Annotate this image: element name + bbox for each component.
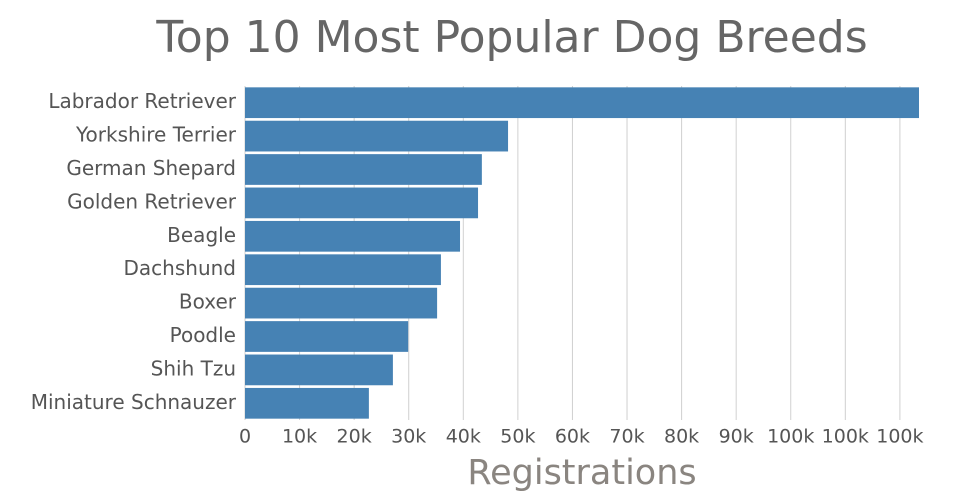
bar xyxy=(245,120,509,152)
x-tick-label: 100k xyxy=(822,426,869,448)
bar xyxy=(245,154,482,185)
y-tick-label: Yorkshire Terrier xyxy=(75,123,237,147)
bar xyxy=(245,87,919,119)
x-tick-label: 80k xyxy=(664,426,699,448)
bar xyxy=(245,187,479,219)
bar xyxy=(245,354,393,386)
y-tick-label: Beagle xyxy=(167,223,236,247)
y-tick-label: Poodle xyxy=(170,323,236,347)
y-tick-label: Boxer xyxy=(179,290,237,314)
bar xyxy=(245,220,461,252)
x-tick-label: 100k xyxy=(876,426,923,448)
y-tick-label: Golden Retriever xyxy=(67,189,237,213)
y-tick-label: Labrador Retriever xyxy=(48,89,236,113)
x-tick-label: 70k xyxy=(609,426,644,448)
x-tick-label: 20k xyxy=(337,426,372,448)
x-tick-label: 10k xyxy=(282,426,317,448)
x-tick-label: 0 xyxy=(239,426,251,448)
bar xyxy=(245,321,409,352)
bar xyxy=(245,254,441,286)
x-tick-label: 90k xyxy=(719,426,754,448)
x-tick-label: 50k xyxy=(500,426,535,448)
chart-title: Top 10 Most Popular Dog Breeds xyxy=(155,12,867,63)
x-axis-label: Registrations xyxy=(467,453,696,493)
bar xyxy=(245,387,369,419)
y-tick-label: German Shepard xyxy=(66,156,236,180)
x-tick-label: 60k xyxy=(555,426,590,448)
y-tick-label: Dachshund xyxy=(124,256,236,280)
x-tick-label: 40k xyxy=(446,426,481,448)
y-tick-label: Shih Tzu xyxy=(151,356,236,380)
bar xyxy=(245,287,438,319)
x-tick-label: 30k xyxy=(391,426,426,448)
y-tick-label: Miniature Schnauzer xyxy=(31,390,237,414)
x-tick-label: 100k xyxy=(767,426,814,448)
